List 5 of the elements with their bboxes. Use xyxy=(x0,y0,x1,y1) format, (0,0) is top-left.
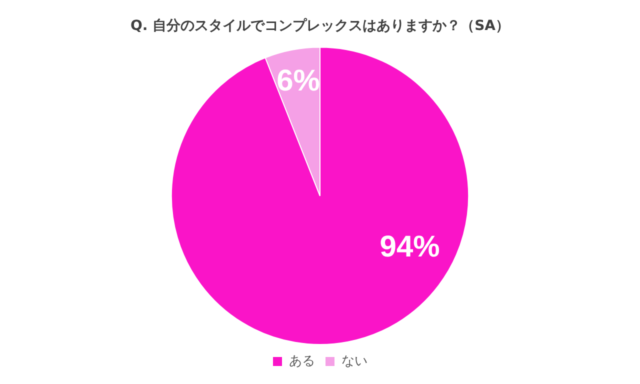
data-label: 94% xyxy=(380,230,440,264)
legend-label: ない xyxy=(342,354,368,369)
data-label: 6% xyxy=(276,64,320,98)
chart-title: Q. 自分のスタイルでコンプレックスはありますか？（SA） xyxy=(130,17,510,34)
legend-label: ある xyxy=(289,354,315,369)
